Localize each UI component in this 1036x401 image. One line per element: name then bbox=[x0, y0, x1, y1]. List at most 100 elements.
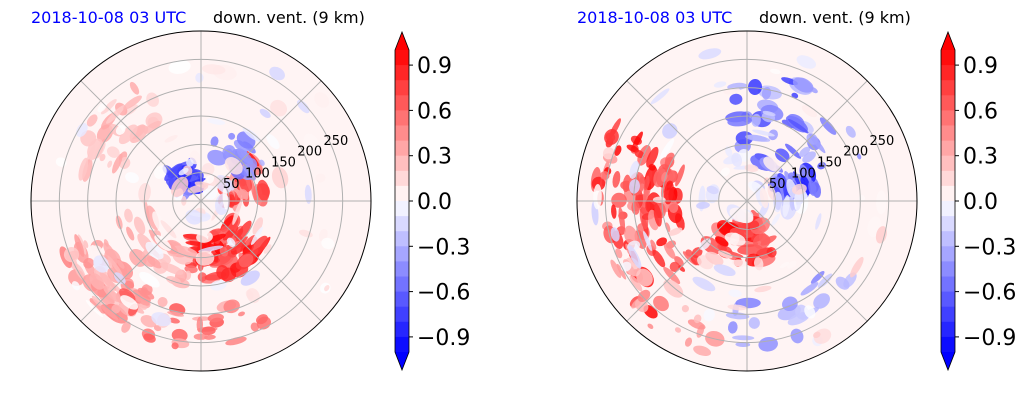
colorbar-segment bbox=[395, 185, 409, 202]
field-cell bbox=[668, 200, 679, 213]
field-cell bbox=[171, 342, 179, 350]
colorbar-segment bbox=[395, 276, 409, 293]
field-cell bbox=[232, 201, 242, 226]
field-cell bbox=[224, 157, 243, 175]
field-cell bbox=[210, 280, 227, 291]
field-cell bbox=[259, 159, 265, 166]
field-cell bbox=[129, 81, 140, 95]
angular-grid-line bbox=[80, 200, 202, 322]
polar-grid bbox=[577, 31, 917, 371]
field-cell bbox=[242, 244, 254, 256]
field-cell bbox=[164, 135, 178, 143]
colorbar-tick-label: 0.6 bbox=[417, 99, 452, 124]
field-cell bbox=[674, 327, 682, 333]
field-cell bbox=[727, 304, 747, 311]
field-cell bbox=[133, 216, 146, 235]
colorbar-tick-label: 0.6 bbox=[963, 99, 998, 124]
field-cell bbox=[650, 239, 657, 250]
field-cell bbox=[143, 120, 162, 134]
colorbar-segment bbox=[395, 140, 409, 157]
field-cell bbox=[674, 256, 684, 267]
field-cell bbox=[656, 237, 668, 247]
field-cell bbox=[117, 259, 125, 269]
field-cell bbox=[763, 156, 782, 172]
field-cell bbox=[103, 239, 109, 247]
field-cell bbox=[270, 99, 288, 117]
field-cell bbox=[602, 147, 615, 160]
colorbar-segment bbox=[395, 231, 409, 247]
field-cell bbox=[799, 164, 812, 185]
field-cell bbox=[240, 270, 260, 286]
colorbar-outline bbox=[940, 30, 956, 372]
field-cell bbox=[703, 308, 715, 322]
field-cell bbox=[636, 268, 653, 287]
field-cell bbox=[753, 233, 771, 249]
field-cell bbox=[238, 253, 254, 268]
colorbar-segment bbox=[941, 291, 955, 308]
colorbar-extend-min bbox=[395, 352, 409, 370]
field-cell bbox=[96, 124, 114, 143]
field-cell bbox=[263, 244, 272, 254]
field-cell bbox=[160, 262, 184, 275]
colorbar-segment bbox=[941, 201, 955, 217]
field-cell bbox=[207, 313, 224, 323]
field-cell bbox=[146, 92, 159, 107]
field-cell bbox=[647, 323, 654, 329]
field-cell bbox=[728, 289, 742, 298]
field-cell bbox=[646, 146, 659, 168]
field-cell bbox=[186, 158, 194, 167]
field-cell bbox=[644, 175, 650, 191]
field-cell bbox=[171, 328, 188, 342]
colorbar-segment bbox=[395, 50, 409, 66]
angular-grid-line bbox=[626, 80, 748, 202]
colorbar-segment bbox=[941, 140, 955, 157]
field-cell bbox=[620, 261, 632, 272]
field-cell bbox=[321, 237, 335, 250]
colorbar-segment bbox=[395, 65, 409, 81]
field-cell bbox=[699, 238, 711, 251]
field-cell bbox=[626, 144, 640, 153]
field-cell bbox=[718, 250, 733, 259]
field-cell bbox=[151, 312, 172, 327]
field-cell bbox=[663, 242, 676, 259]
colorbar-tick-label: −0.6 bbox=[417, 281, 470, 306]
field-cell bbox=[678, 265, 686, 272]
field-cell bbox=[770, 68, 781, 75]
colorbar: 0.9 0.6 0.3 0.0 −0.3 −0.6 −0.9 bbox=[940, 30, 1016, 372]
field-cell bbox=[611, 192, 627, 208]
field-cell bbox=[103, 242, 118, 264]
field-cell bbox=[804, 305, 816, 319]
plot-boundary bbox=[576, 30, 918, 372]
field-cell bbox=[252, 217, 264, 235]
colorbar-segment bbox=[395, 80, 409, 96]
colorbar-segment bbox=[941, 306, 955, 323]
field-cell bbox=[645, 199, 651, 212]
field-cell bbox=[720, 167, 731, 177]
field-cell bbox=[734, 104, 745, 109]
field-cell bbox=[201, 326, 216, 336]
field-cell bbox=[637, 289, 651, 303]
field-cell bbox=[612, 170, 621, 188]
field-cell bbox=[314, 92, 330, 108]
field-cell bbox=[643, 230, 652, 252]
field-cell bbox=[297, 100, 310, 114]
field-cell bbox=[687, 319, 706, 330]
colorbar-segment bbox=[941, 110, 955, 126]
field-cell bbox=[745, 134, 768, 142]
colorbar-tick-label: −0.9 bbox=[963, 326, 1016, 351]
field-cell bbox=[113, 272, 126, 285]
field-cell bbox=[154, 165, 167, 179]
field-cell bbox=[216, 264, 230, 280]
field-cell bbox=[802, 151, 816, 163]
field-cell bbox=[234, 228, 244, 239]
field-cell bbox=[635, 298, 649, 313]
field-cell bbox=[256, 314, 268, 325]
field-cell bbox=[856, 153, 862, 160]
field-cell bbox=[706, 185, 719, 195]
angular-grid-line bbox=[626, 200, 748, 322]
field-cell bbox=[618, 207, 626, 233]
field-cell bbox=[86, 114, 98, 127]
radial-tick-label: 250 bbox=[869, 134, 894, 149]
field-cell bbox=[233, 139, 249, 153]
